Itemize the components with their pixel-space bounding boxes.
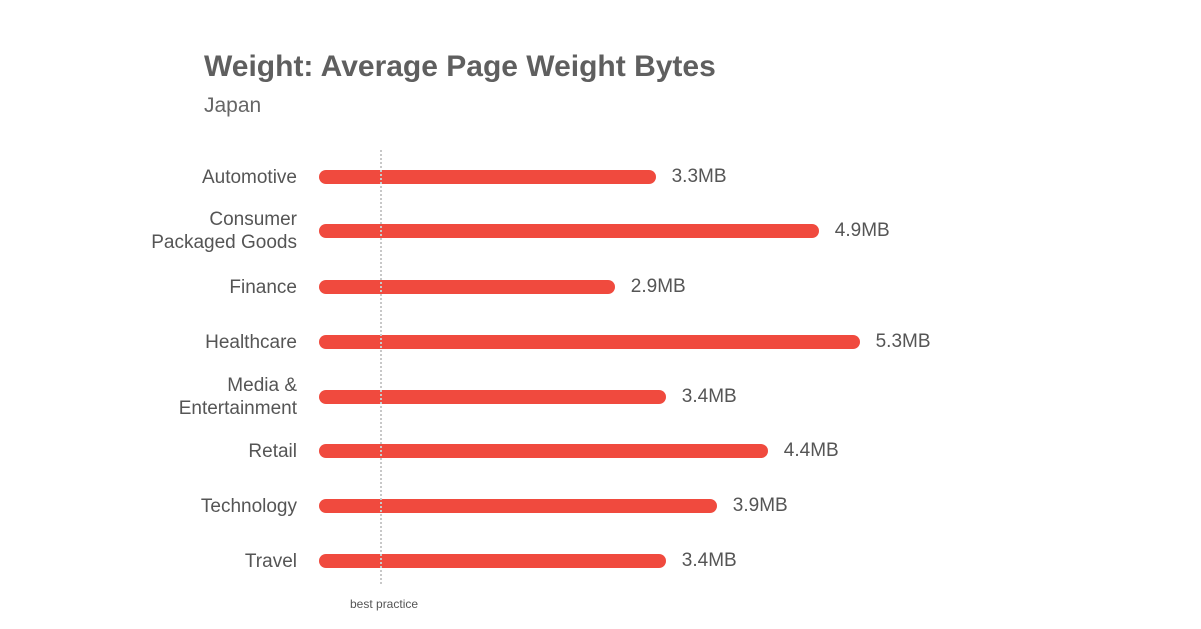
best-practice-line xyxy=(380,150,383,584)
category-label: Media & Entertainment xyxy=(178,375,297,419)
best-practice-label: best practice xyxy=(350,597,419,611)
category-label: Technology xyxy=(200,495,297,517)
category-label: Travel xyxy=(244,550,297,572)
chart-subtitle: Japan xyxy=(204,94,262,117)
category-label: Healthcare xyxy=(205,331,297,353)
bar xyxy=(319,224,819,238)
bar xyxy=(319,170,656,184)
chart-title: Weight: Average Page Weight Bytes xyxy=(204,50,716,83)
bar xyxy=(319,554,666,568)
value-label: 2.9MB xyxy=(630,276,686,297)
value-label: 5.3MB xyxy=(875,331,931,352)
value-label: 4.9MB xyxy=(834,220,890,241)
bar xyxy=(319,444,768,458)
value-label: 3.3MB xyxy=(671,166,727,187)
bar xyxy=(319,390,666,404)
bar xyxy=(319,499,717,513)
value-label: 3.4MB xyxy=(681,550,737,571)
category-label: Finance xyxy=(229,276,297,298)
category-label: Consumer Packaged Goods xyxy=(151,209,297,253)
category-label: Automotive xyxy=(201,166,297,188)
category-label: Retail xyxy=(248,440,297,462)
bar xyxy=(319,335,860,349)
value-label: 3.9MB xyxy=(732,495,788,516)
value-label: 4.4MB xyxy=(783,440,839,461)
bar xyxy=(319,280,615,294)
value-label: 3.4MB xyxy=(681,386,737,407)
